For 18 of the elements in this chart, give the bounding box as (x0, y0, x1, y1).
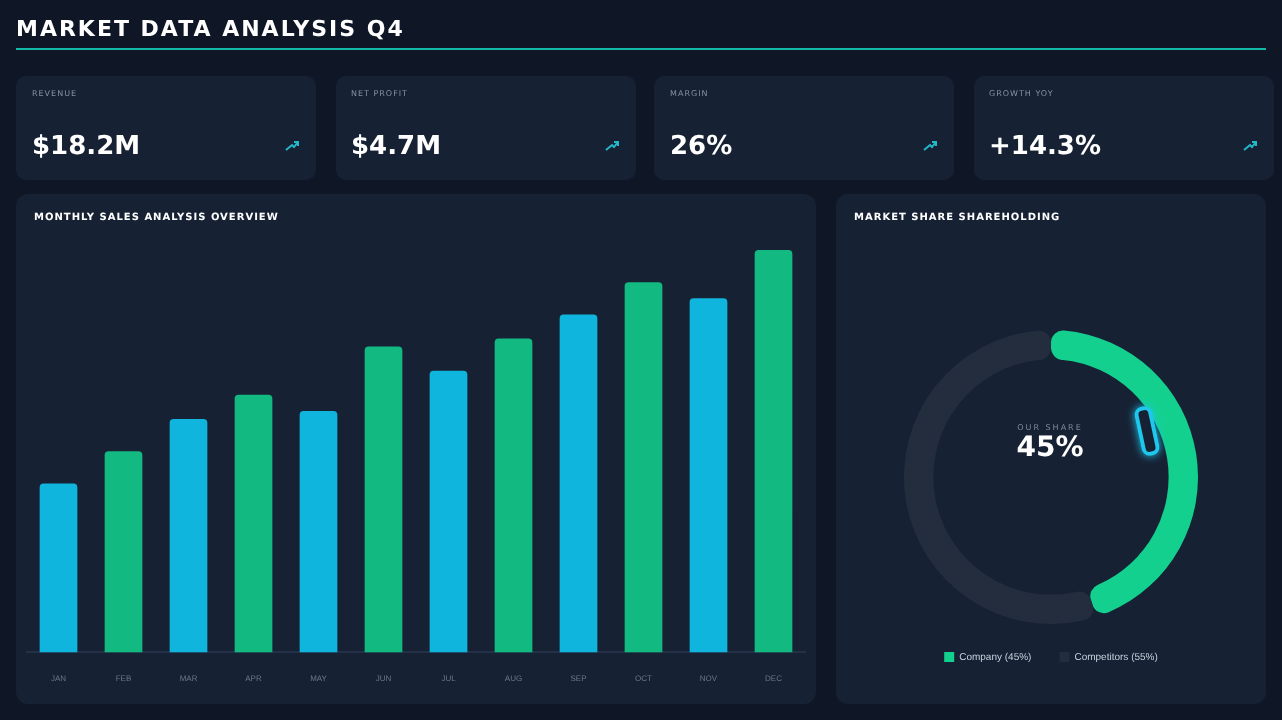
bar (234, 394, 273, 653)
text: MARKET DATA ANALYSIS Q4 (16, 16, 405, 42)
bar (689, 298, 728, 653)
bar (754, 250, 793, 653)
bar (624, 282, 663, 653)
bar (299, 410, 338, 653)
bar (559, 314, 598, 653)
text: $4.7M (351, 132, 442, 162)
text: 45% (1014, 432, 1086, 464)
bar (494, 338, 533, 653)
bar (429, 370, 468, 653)
text: +14.3% (989, 132, 1101, 162)
bar (104, 451, 143, 653)
bar (169, 419, 208, 653)
bar (364, 346, 403, 653)
text: 26% (670, 132, 733, 162)
bar (39, 483, 78, 653)
text: $18.2M (32, 132, 141, 162)
